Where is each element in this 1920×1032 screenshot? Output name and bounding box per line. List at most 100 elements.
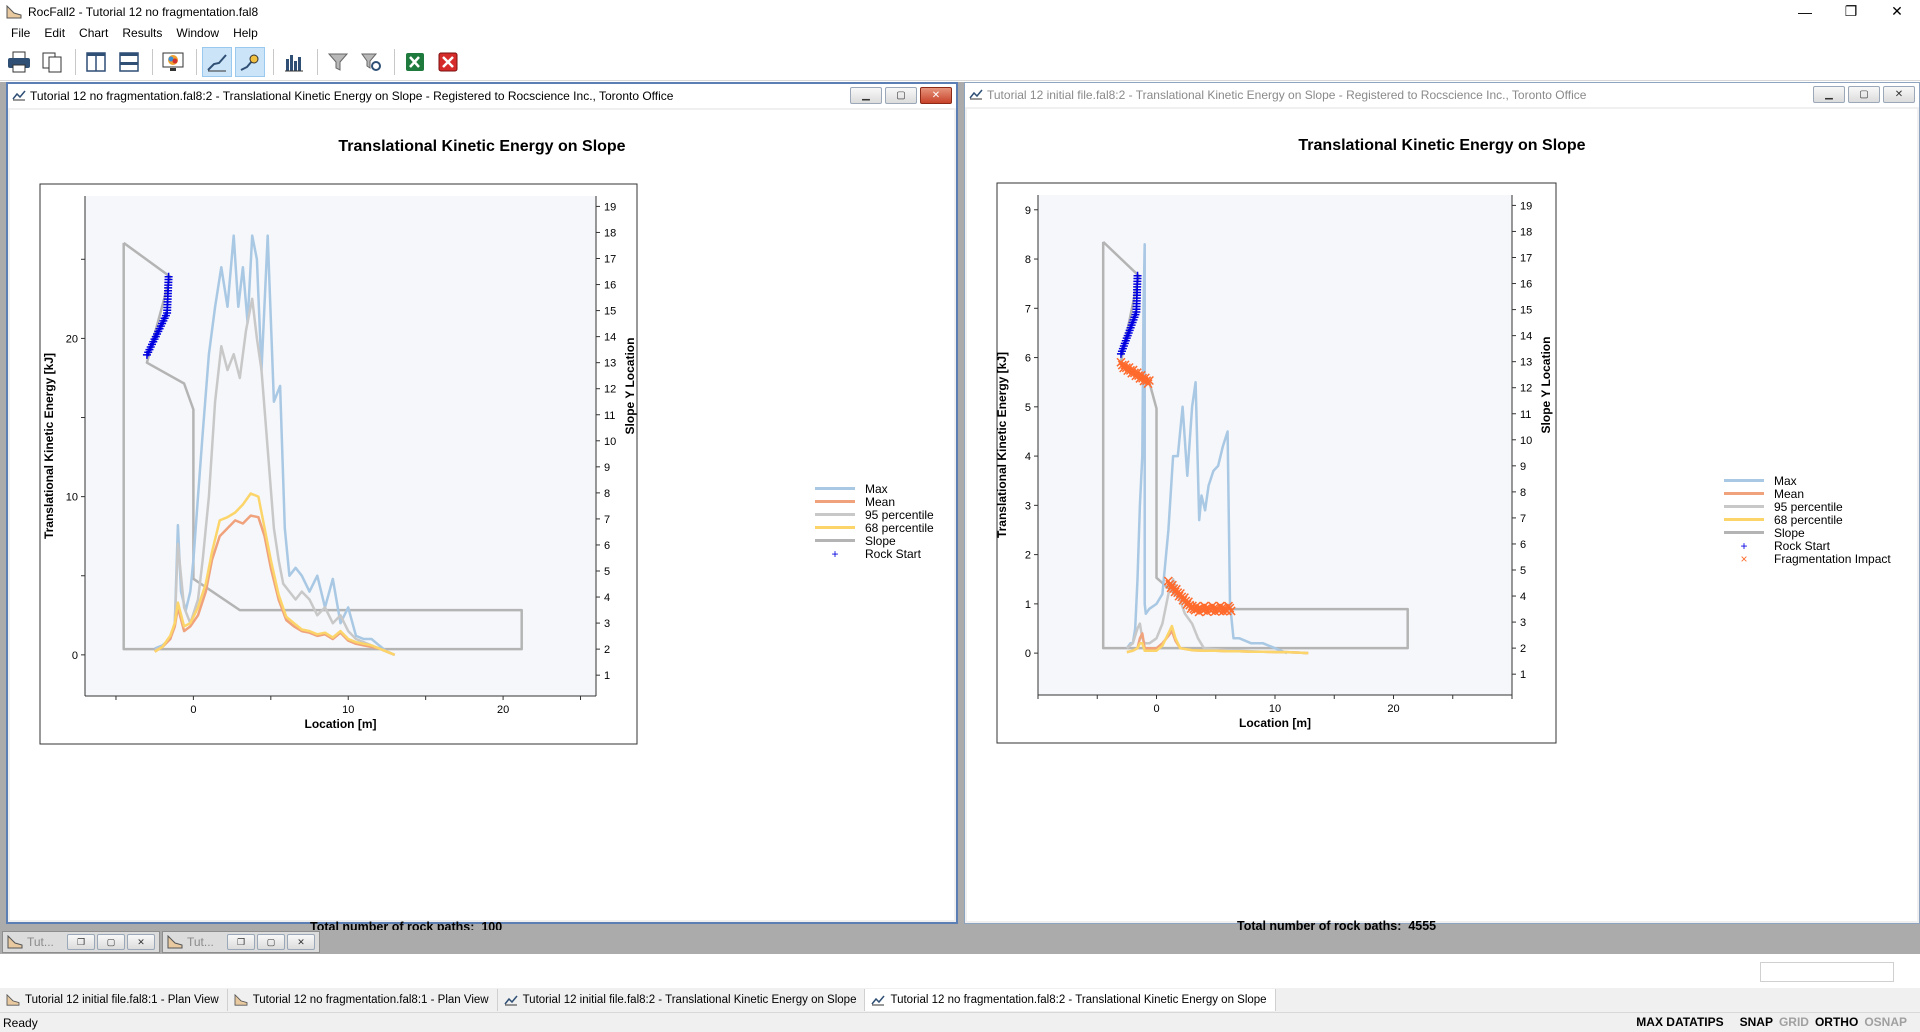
chart-window-title: Tutorial 12 no fragmentation.fal8:2 - Tr… bbox=[30, 89, 674, 103]
y2-tick-label: 13 bbox=[604, 358, 616, 370]
child-maximize-button[interactable]: ▢ bbox=[885, 87, 917, 104]
legend-label: 68 percentile bbox=[865, 520, 934, 535]
export-excel-button[interactable] bbox=[400, 47, 430, 77]
status-osnap[interactable]: OSNAP bbox=[1864, 1015, 1907, 1029]
tab-label: Tutorial 12 no fragmentation.fal8:2 - Tr… bbox=[890, 994, 1267, 1006]
filter-settings-button[interactable] bbox=[356, 47, 386, 77]
y2-tick-label: 11 bbox=[604, 410, 615, 422]
menu-window[interactable]: Window bbox=[176, 26, 220, 40]
y-tick-label: 7 bbox=[1025, 303, 1031, 315]
legend-swatch bbox=[815, 487, 855, 490]
chart-plot-svg: 0 10 200102012345678910111213141516171819L… bbox=[39, 183, 638, 745]
menu-file[interactable]: File bbox=[11, 26, 31, 40]
legend-item-mean: Mean bbox=[1724, 486, 1891, 501]
menu-chart[interactable]: Chart bbox=[79, 26, 109, 40]
minimized-window-label: Tut... bbox=[187, 935, 214, 949]
plan-view-icon bbox=[7, 935, 23, 949]
filter-button[interactable] bbox=[323, 47, 353, 77]
x-tick-label: 10 bbox=[1269, 703, 1281, 715]
graph-path-button[interactable] bbox=[235, 46, 265, 77]
toolbar-separator bbox=[394, 48, 395, 75]
legend-item-rock-start: + Rock Start bbox=[815, 546, 934, 561]
graph-line-icon bbox=[207, 53, 227, 71]
chart-window-title-bar[interactable]: Tutorial 12 no fragmentation.fal8:2 - Tr… bbox=[8, 84, 956, 108]
close-button[interactable]: ✕ bbox=[287, 934, 315, 950]
y2-tick-label: 9 bbox=[1520, 461, 1526, 473]
histogram-button[interactable] bbox=[279, 47, 309, 77]
minimized-window[interactable]: Tut... ❐ ▢ ✕ bbox=[2, 931, 160, 953]
menu-bar: File Edit Chart Results Window Help bbox=[0, 23, 1920, 43]
chart-window-initial-file[interactable]: Tutorial 12 initial file.fal8:2 - Transl… bbox=[964, 82, 1920, 933]
child-maximize-button[interactable]: ▢ bbox=[1848, 86, 1880, 103]
close-button[interactable]: ✕ bbox=[127, 934, 155, 950]
tile-vertical-button[interactable] bbox=[81, 47, 111, 77]
y-tick-label: 20 bbox=[66, 333, 78, 345]
child-minimize-button[interactable]: ▁ bbox=[850, 87, 882, 104]
y2-tick-label: 7 bbox=[604, 514, 610, 526]
tab-nofrag-energy-chart[interactable]: Tutorial 12 no fragmentation.fal8:2 - Tr… bbox=[865, 989, 1276, 1011]
chart-line-icon bbox=[12, 90, 26, 101]
child-minimize-button[interactable]: ▁ bbox=[1813, 86, 1845, 103]
close-view-button[interactable] bbox=[433, 47, 463, 77]
legend-swatch bbox=[815, 526, 855, 529]
child-close-button[interactable]: ✕ bbox=[920, 87, 952, 104]
filter-settings-icon bbox=[361, 53, 381, 71]
y2-tick-label: 16 bbox=[604, 280, 616, 292]
menu-help[interactable]: Help bbox=[233, 26, 258, 40]
x-tick-label: 20 bbox=[1387, 703, 1399, 715]
tile-horizontal-button[interactable] bbox=[114, 47, 144, 77]
fragmentation-impact-marker bbox=[1140, 373, 1150, 383]
menu-edit[interactable]: Edit bbox=[44, 26, 66, 40]
restore-button[interactable]: ❐ bbox=[227, 934, 255, 950]
maximize-button[interactable]: ▢ bbox=[257, 934, 285, 950]
legend-label: Slope bbox=[865, 533, 896, 548]
tab-label: Tutorial 12 no fragmentation.fal8:1 - Pl… bbox=[252, 994, 489, 1006]
window-close-button[interactable]: ✕ bbox=[1891, 3, 1903, 19]
legend-label: Mean bbox=[1774, 486, 1805, 501]
y2-tick-label: 2 bbox=[604, 644, 610, 656]
window-maximize-button[interactable]: ❐ bbox=[1844, 3, 1858, 19]
restore-button[interactable]: ❐ bbox=[67, 934, 95, 950]
status-ortho[interactable]: ORTHO bbox=[1814, 1015, 1859, 1029]
chart-window-title-bar[interactable]: Tutorial 12 initial file.fal8:2 - Transl… bbox=[965, 83, 1919, 107]
workspace-footer bbox=[0, 954, 1920, 988]
status-grid[interactable]: GRID bbox=[1778, 1015, 1809, 1029]
chart-window-title: Tutorial 12 initial file.fal8:2 - Transl… bbox=[987, 88, 1587, 102]
display-options-button[interactable] bbox=[158, 47, 188, 77]
y2-tick-label: 8 bbox=[1520, 487, 1526, 499]
y2-axis-label: Slope Y Location bbox=[623, 338, 637, 435]
child-close-button[interactable]: ✕ bbox=[1883, 86, 1915, 103]
total-rock-paths-label: Total number of rock paths: bbox=[1237, 919, 1402, 933]
minimized-windows-bar: Tut... ❐ ▢ ✕ Tut... ❐ ▢ ✕ bbox=[0, 930, 1920, 954]
y2-tick-label: 5 bbox=[1520, 565, 1526, 577]
status-max-datatips[interactable]: MAX DATATIPS bbox=[1636, 1015, 1724, 1029]
graph-path-icon bbox=[240, 54, 259, 71]
histogram-icon bbox=[285, 54, 303, 71]
plot-area bbox=[1038, 195, 1512, 695]
mdi-workspace: Tutorial 12 no fragmentation.fal8:2 - Tr… bbox=[0, 82, 1920, 934]
graph-line-button[interactable] bbox=[202, 46, 232, 77]
fragmentation-impact-marker bbox=[1193, 604, 1203, 614]
minimized-window[interactable]: Tut... ❐ ▢ ✕ bbox=[162, 931, 320, 953]
legend-label: Rock Start bbox=[865, 546, 922, 561]
tab-initial-energy-chart[interactable]: Tutorial 12 initial file.fal8:2 - Transl… bbox=[498, 989, 866, 1011]
status-snap[interactable]: SNAP bbox=[1739, 1015, 1773, 1029]
printer-icon bbox=[8, 51, 30, 72]
y2-tick-label: 10 bbox=[1520, 435, 1532, 447]
chart-window-no-fragmentation[interactable]: Tutorial 12 no fragmentation.fal8:2 - Tr… bbox=[6, 82, 958, 934]
y-tick-label: 0 bbox=[1025, 648, 1031, 660]
legend-swatch bbox=[815, 539, 855, 542]
toolbar bbox=[0, 43, 1920, 81]
legend-item-95-percentile: 95 percentile bbox=[1724, 500, 1891, 514]
print-button[interactable] bbox=[4, 47, 34, 77]
legend-item-fragmentation-impact: × Fragmentation Impact bbox=[1724, 552, 1890, 566]
window-minimize-button[interactable]: — bbox=[1798, 3, 1812, 20]
tab-initial-plan-view[interactable]: Tutorial 12 initial file.fal8:1 - Plan V… bbox=[0, 989, 228, 1011]
x-tick-label: 0 bbox=[1153, 703, 1159, 715]
rock-start-marker bbox=[142, 350, 151, 359]
menu-results[interactable]: Results bbox=[122, 26, 163, 40]
tab-nofrag-plan-view[interactable]: Tutorial 12 no fragmentation.fal8:1 - Pl… bbox=[228, 989, 498, 1011]
chart-line-icon bbox=[969, 89, 983, 100]
maximize-button[interactable]: ▢ bbox=[97, 934, 125, 950]
copy-button[interactable] bbox=[37, 47, 67, 77]
